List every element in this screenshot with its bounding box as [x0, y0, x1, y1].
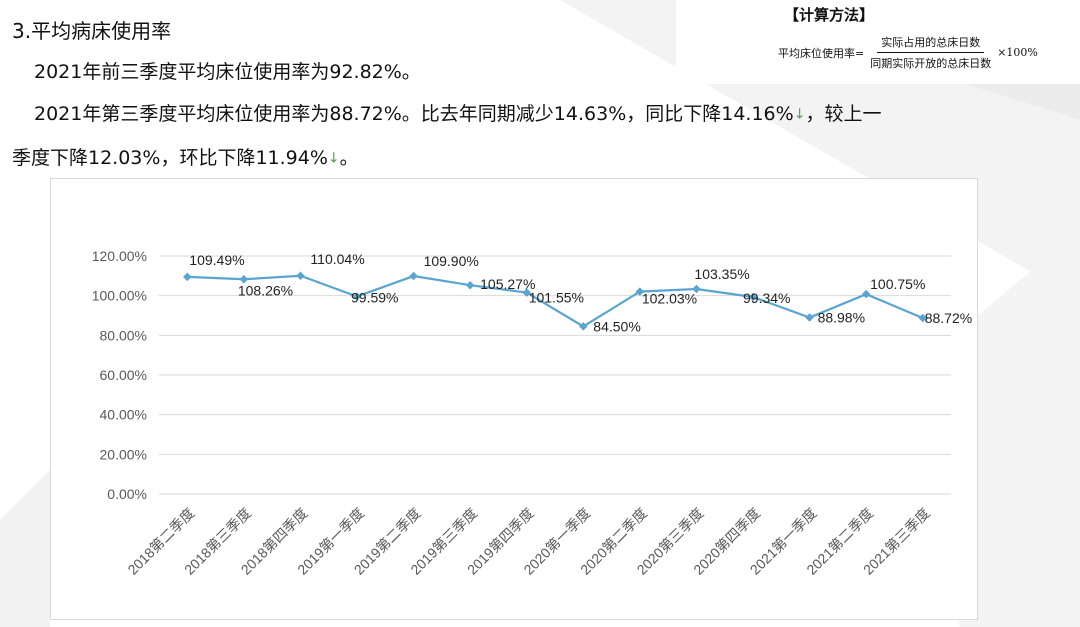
- down-arrow-icon: ↓: [327, 150, 340, 166]
- series-line: [187, 274, 924, 328]
- data-point: [522, 288, 531, 297]
- data-label: 110.04%: [310, 251, 364, 267]
- data-label: 109.90%: [424, 253, 479, 269]
- method-title: 【计算方法】: [784, 6, 875, 24]
- y-tick-label: 0.00%: [107, 486, 147, 502]
- data-point: [183, 272, 192, 282]
- data-label: 88.72%: [925, 310, 972, 326]
- data-point: [465, 280, 475, 290]
- data-label: 100.75%: [870, 276, 925, 292]
- method-formula: 平均床位使用率= 实际占用的总床日数 同期实际开放的总床日数 ×100%: [778, 34, 1038, 71]
- formula-label: 平均床位使用率=: [778, 46, 865, 60]
- data-label: 109.49%: [189, 252, 244, 268]
- paragraph2-text-a: 2021年第三季度平均床位使用率为88.72%。比去年同期减少14.63%，同比…: [34, 103, 794, 125]
- data-point: [409, 271, 418, 281]
- data-point: [296, 271, 305, 280]
- paragraph2-text-b: ，较上一: [805, 103, 882, 125]
- paragraph2-text-d: 。: [339, 146, 359, 169]
- data-point: [918, 313, 927, 323]
- data-point: [861, 289, 871, 299]
- line-chart: 0.00% 20.00% 40.00% 60.00% 80.00% 100.00% 120.…: [92, 248, 972, 578]
- data-label: 108.26%: [238, 282, 293, 298]
- data-label: 103.35%: [694, 266, 749, 282]
- y-tick-label: 60.00%: [100, 367, 147, 383]
- y-tick-label: 100.00%: [92, 288, 147, 304]
- data-label: 101.55%: [529, 290, 584, 306]
- data-point: [239, 275, 249, 284]
- data-label: 99.34%: [743, 290, 790, 306]
- paragraph2-line2: 季度下降12.03%，环比下降11.94%↓。: [12, 144, 972, 173]
- formula-fraction: 实际占用的总床日数 同期实际开放的总床日数: [866, 34, 995, 71]
- y-tick-label: 120.00%: [92, 248, 147, 264]
- data-point: [805, 313, 814, 322]
- formula-numerator: 实际占用的总床日数: [877, 34, 985, 53]
- data-label: 88.98%: [818, 310, 865, 326]
- calculation-method-box: 【计算方法】 平均床位使用率= 实际占用的总床日数 同期实际开放的总床日数 ×1…: [676, 0, 1080, 84]
- data-point: [352, 292, 362, 301]
- data-label: 99.59%: [351, 289, 398, 305]
- formula-multiplier: ×100%: [997, 46, 1038, 59]
- paragraph2-text-c: 季度下降12.03%，环比下降11.94%: [12, 146, 328, 169]
- summary-paragraph-2: 2021年第三季度平均床位使用率为88.72%。比去年同期减少14.63%，同比…: [12, 100, 972, 172]
- formula-denominator: 同期实际开放的总床日数: [870, 57, 992, 70]
- section-heading: 3.平均病床使用率: [12, 19, 172, 43]
- chart-container: 0.00% 20.00% 40.00% 60.00% 80.00% 100.00% 120.…: [50, 178, 978, 620]
- data-label: 102.03%: [642, 291, 697, 307]
- down-arrow-icon: ↓: [793, 106, 806, 123]
- y-tick-label: 40.00%: [100, 407, 147, 423]
- y-tick-label: 80.00%: [100, 327, 147, 343]
- data-label: 105.27%: [480, 276, 535, 292]
- data-point: [635, 287, 645, 296]
- summary-paragraph-1: 2021年前三季度平均床位使用率为92.82%。: [34, 61, 421, 83]
- y-tick-label: 20.00%: [100, 446, 147, 462]
- data-label: 84.50%: [593, 318, 640, 334]
